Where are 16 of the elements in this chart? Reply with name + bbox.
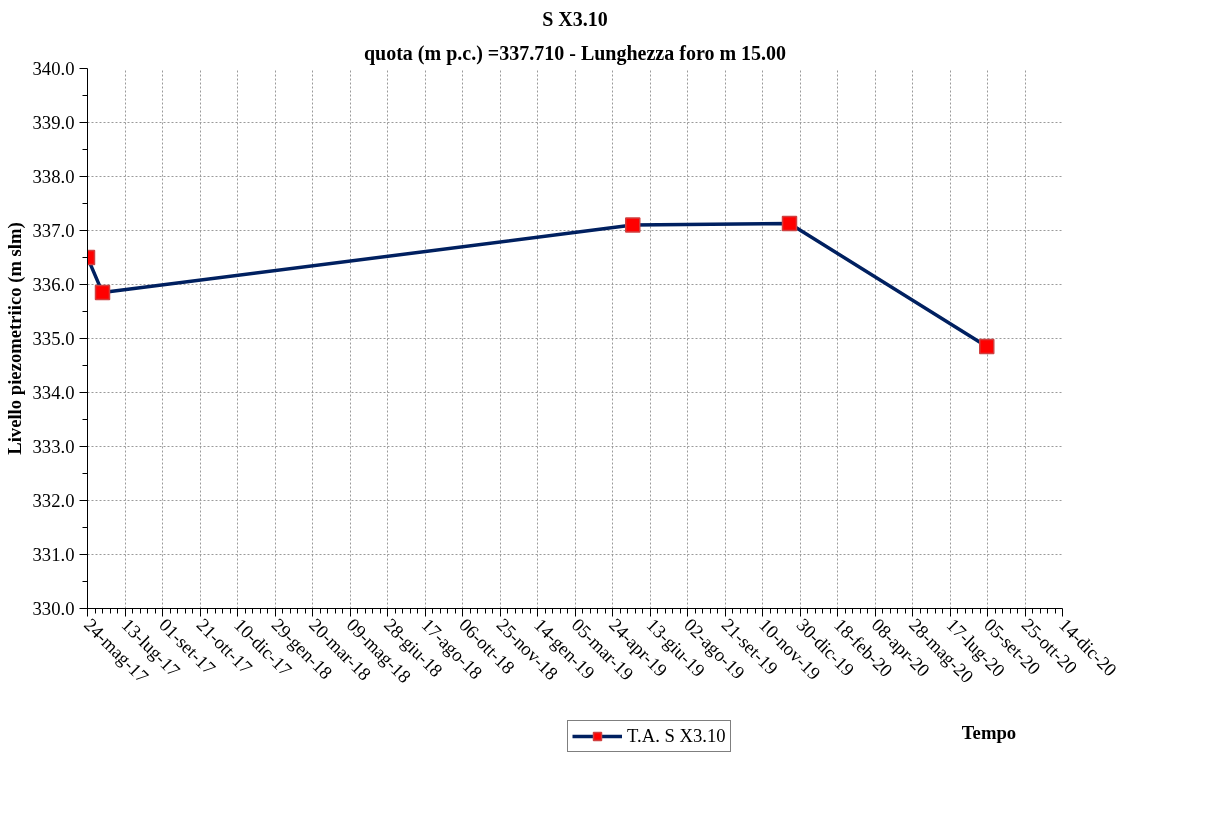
y-tick-label: 339.0 — [32, 112, 75, 133]
legend-label: T.A. S X3.10 — [627, 725, 726, 747]
y-tick-label: 334.0 — [32, 382, 75, 403]
y-tick-label: 330.0 — [32, 598, 75, 619]
y-tick-label: 332.0 — [32, 490, 75, 511]
y-tick-label: 340.0 — [32, 58, 75, 79]
y-tick-label: 333.0 — [32, 436, 75, 457]
y-tick-label: 337.0 — [32, 220, 75, 241]
y-tick-label: 331.0 — [32, 544, 75, 565]
x-axis-title: Tempo — [961, 721, 1017, 743]
chart-subtitle: quota (m p.c.) =337.710 - Lunghezza foro m 15.00 — [363, 41, 787, 65]
y-tick-label: 335.0 — [32, 328, 75, 349]
y-axis-title: Livello piezometriico (m slm) — [3, 222, 26, 455]
y-tick-label: 336.0 — [32, 274, 75, 295]
y-tick-label: 338.0 — [32, 166, 75, 187]
chart-title: S X3.10 — [542, 7, 608, 30]
